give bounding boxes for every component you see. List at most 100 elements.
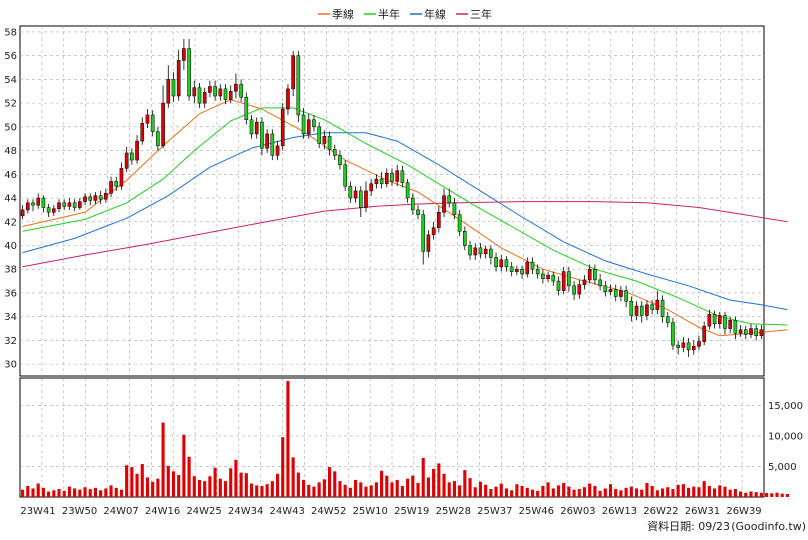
volume-bar: [213, 467, 217, 497]
volume-bar: [702, 481, 706, 497]
volume-bar: [629, 486, 633, 497]
candle-up: [67, 202, 72, 207]
candle-down: [332, 149, 337, 156]
volume-bar: [307, 484, 311, 497]
candle-down: [41, 197, 46, 208]
source-label: (Goodinfo.tw): [731, 520, 806, 533]
volume-bar: [234, 459, 238, 497]
candle-down: [494, 257, 498, 268]
volume-bar: [187, 456, 191, 497]
volume-bar: [572, 489, 576, 497]
volume-bar: [260, 486, 264, 497]
candle-down: [88, 196, 93, 201]
candle-down: [327, 136, 332, 150]
candle-down: [733, 319, 738, 334]
candle-down: [660, 299, 665, 317]
volume-bar: [99, 490, 103, 497]
volume-bar: [530, 489, 535, 497]
volume-bar: [546, 482, 550, 497]
volume-bar: [364, 486, 368, 497]
volume-bar: [744, 492, 748, 497]
volume-bar: [551, 488, 555, 497]
volume-bar: [151, 481, 155, 497]
volume-bar: [608, 484, 613, 497]
x-tick-label: 26W31: [685, 506, 720, 517]
volume-bar: [707, 486, 711, 497]
price-tick-label: 54: [4, 75, 17, 86]
candle-up: [697, 341, 701, 347]
candle-down: [244, 96, 249, 120]
candle-down: [593, 268, 597, 281]
candle-down: [598, 279, 602, 287]
volume-bar: [223, 481, 228, 497]
x-tick-label: 24W52: [311, 506, 346, 517]
volume-bar: [312, 486, 316, 497]
volume-bar: [78, 489, 82, 497]
volume-bar: [130, 467, 134, 497]
volume-bar: [343, 484, 347, 497]
candle-down: [156, 131, 160, 147]
volume-tick-label: 10,000: [768, 431, 803, 442]
volume-bar: [577, 489, 581, 497]
candle-down: [686, 342, 691, 351]
volume-bar: [275, 473, 280, 497]
volume-bar: [57, 489, 61, 497]
candle-down: [530, 261, 535, 270]
volume-bar: [770, 493, 774, 497]
volume-bar: [494, 486, 498, 497]
candle-up: [437, 212, 441, 228]
volume-bar: [458, 485, 462, 497]
candle-down: [613, 289, 618, 297]
candle-up: [442, 195, 446, 213]
volume-bar: [26, 486, 30, 497]
candle-down: [567, 271, 571, 287]
candle-up: [483, 248, 488, 255]
volume-bar: [31, 488, 35, 497]
price-tick-label: 52: [4, 99, 17, 110]
candle-down: [665, 316, 670, 323]
x-tick-label: 26W22: [643, 506, 678, 517]
candle-down: [46, 207, 51, 213]
volume-bar: [52, 490, 56, 497]
volume-bar: [229, 468, 233, 497]
candle-up: [525, 261, 530, 275]
candle-down: [541, 273, 545, 279]
volume-bar: [374, 482, 378, 497]
candle-up: [36, 197, 41, 206]
x-tick-label: 25W37: [477, 506, 512, 517]
volume-bar: [135, 473, 139, 497]
candle-down: [390, 172, 394, 182]
volume-bar: [749, 491, 753, 497]
volume-bar: [780, 493, 784, 497]
candle-up: [208, 86, 212, 93]
candle-down: [31, 202, 35, 206]
volume-bar: [395, 479, 399, 497]
candle-down: [754, 328, 759, 336]
volume-bar: [67, 486, 71, 497]
volume-bar: [291, 457, 295, 497]
volume-bar: [145, 477, 150, 497]
volume-bar: [624, 487, 628, 497]
volume-bar: [655, 490, 659, 497]
candle-down: [489, 248, 493, 258]
volume-bar: [603, 488, 607, 497]
candle-up: [140, 123, 145, 142]
candle-down: [478, 247, 483, 255]
volume-bar: [208, 476, 212, 497]
candle-up: [353, 190, 358, 199]
candle-up: [717, 315, 722, 325]
volume-bar: [255, 485, 259, 497]
candle-up: [218, 88, 223, 97]
candle-up: [473, 247, 478, 256]
x-tick-label: 26W39: [726, 506, 761, 517]
candle-up: [93, 195, 98, 201]
candle-up: [176, 60, 181, 97]
candle-up: [192, 87, 197, 97]
candle-down: [270, 133, 275, 156]
candle-up: [104, 193, 108, 200]
volume-bar: [109, 485, 113, 497]
candle-up: [707, 314, 712, 327]
volume-bar: [510, 490, 514, 497]
volume-bar: [447, 482, 451, 497]
volume-bar: [203, 481, 207, 497]
